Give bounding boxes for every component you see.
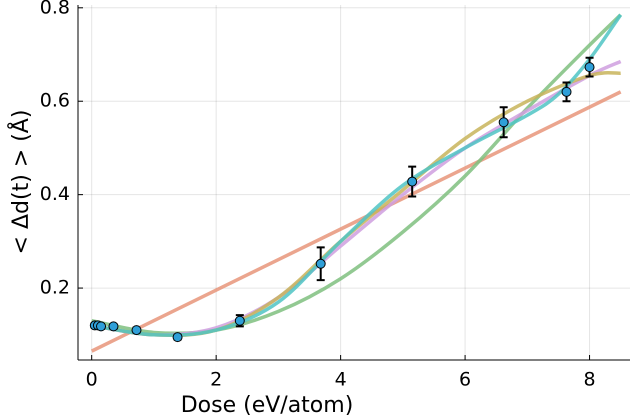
- data-point: [407, 176, 418, 187]
- data-point: [498, 117, 509, 128]
- data-point: [131, 325, 142, 336]
- data-point: [234, 315, 245, 326]
- data-point: [315, 258, 326, 269]
- fit-curve: [91, 13, 623, 337]
- fit-curve: [91, 59, 622, 337]
- y-tick-label: 0.2: [40, 277, 70, 299]
- data-point: [584, 62, 595, 73]
- y-tick-label: 0.4: [40, 183, 70, 205]
- fit-curve: [90, 90, 622, 353]
- y-axis-label: < Δd(t) > (Å): [7, 110, 34, 255]
- x-tick-label: 4: [335, 369, 347, 391]
- data-point: [561, 86, 572, 97]
- x-axis-label: Dose (eV/atom): [181, 393, 354, 418]
- fit-curve: [91, 71, 621, 338]
- x-tick-label: 2: [210, 369, 222, 391]
- fit-curve: [91, 13, 622, 336]
- data-point: [172, 332, 183, 343]
- y-tick-label: 0.6: [40, 90, 70, 112]
- x-tick-label: 0: [86, 369, 98, 391]
- x-tick-label: 8: [584, 369, 596, 391]
- y-tick-label: 0.8: [40, 0, 70, 18]
- x-tick-label: 6: [459, 369, 471, 391]
- data-point: [96, 321, 107, 332]
- data-point: [108, 321, 119, 332]
